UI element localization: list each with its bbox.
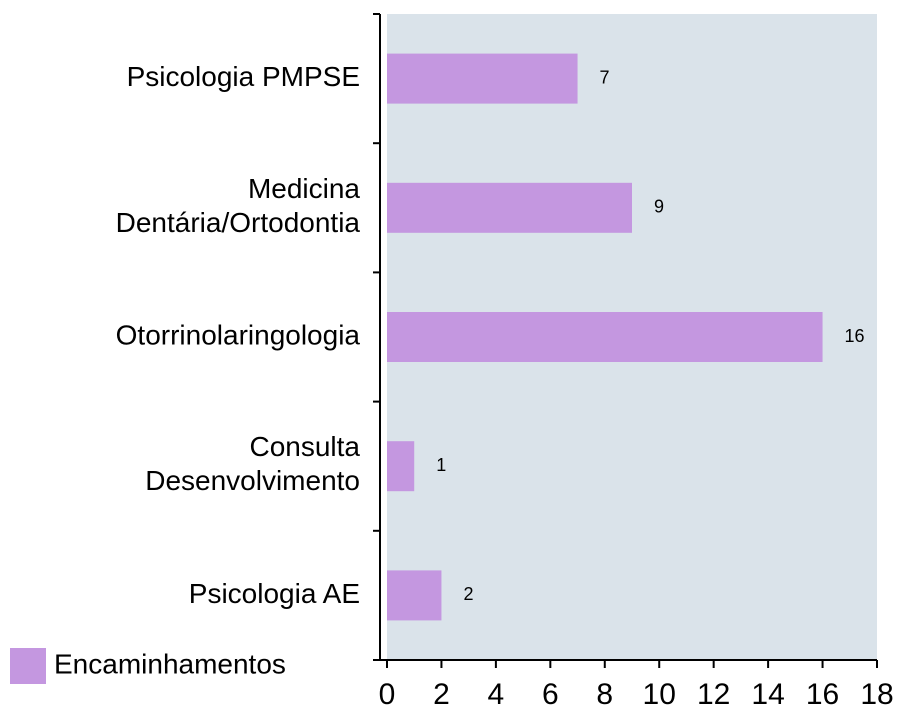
bar: [387, 182, 632, 233]
legend-label: Encaminhamentos: [54, 648, 286, 679]
y-tick-label: Medicina Dentária/Ortodontia: [116, 173, 361, 238]
legend-swatch: [10, 648, 46, 684]
bar: [387, 441, 415, 492]
y-tick-label: Consulta Desenvolvimento: [145, 432, 360, 497]
value-label: 2: [463, 584, 473, 604]
x-tick-label: 16: [806, 678, 839, 711]
x-tick-label: 14: [751, 678, 784, 711]
value-label: 7: [600, 67, 610, 87]
x-tick-label: 8: [596, 678, 613, 711]
x-tick-label: 0: [379, 678, 396, 711]
value-label: 16: [845, 326, 865, 346]
x-tick-label: 2: [433, 678, 450, 711]
x-tick-label: 4: [488, 678, 505, 711]
bar: [387, 53, 578, 104]
y-tick-label: Psicologia AE: [189, 578, 360, 609]
y-tick-label: Otorrinolaringologia: [116, 319, 361, 350]
x-tick-label: 6: [542, 678, 559, 711]
x-tick-label: 10: [643, 678, 676, 711]
bar: [387, 312, 823, 362]
y-tick-label: Psicologia PMPSE: [127, 61, 360, 92]
x-tick-label: 12: [697, 678, 730, 711]
x-tick-label: 18: [860, 678, 893, 711]
value-label: 1: [436, 455, 446, 475]
bar: [387, 570, 442, 621]
value-label: 9: [654, 197, 664, 217]
